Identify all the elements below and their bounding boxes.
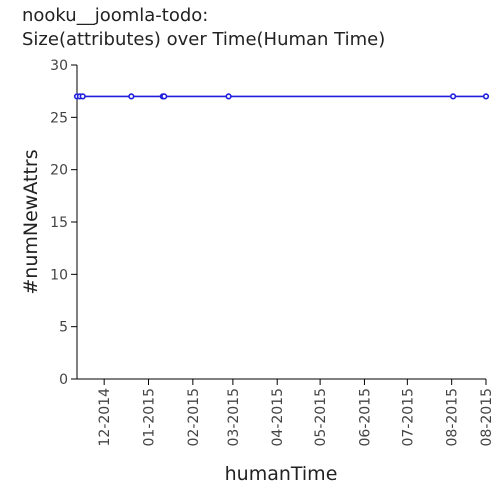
- y-tick-label: 20: [50, 163, 68, 179]
- y-axis: 0 5 10 15 20 25 30: [50, 58, 78, 388]
- y-tick-label: 30: [50, 58, 68, 74]
- chart-title: nooku__joomla-todo: Size(attributes) ove…: [22, 4, 385, 52]
- data-point: [225, 93, 232, 100]
- data-point: [128, 93, 135, 100]
- x-tick-label: 08-2015: [479, 388, 495, 447]
- x-tick-label: 01-2015: [142, 388, 158, 447]
- x-axis: 12-2014 01-2015 02-2015 03-2015 04-2015 05-20…: [77, 378, 495, 447]
- y-tick-label: 25: [50, 110, 68, 126]
- x-tick-label: 12-2014: [97, 388, 113, 447]
- chart-title-line-2: Size(attributes) over Time(Human Time): [22, 29, 386, 50]
- data-point: [482, 93, 490, 100]
- y-tick-label: 15: [50, 215, 68, 231]
- x-tick-label: 06-2015: [357, 388, 373, 447]
- y-axis-label: #numNewAttrs: [20, 149, 42, 294]
- x-tick-label: 04-2015: [270, 388, 286, 447]
- y-tick-label: 10: [50, 267, 68, 283]
- x-tick-label: 03-2015: [226, 388, 242, 447]
- x-tick-label: 05-2015: [313, 388, 329, 447]
- x-tick-label: 08-2015: [445, 388, 461, 447]
- data-point: [161, 93, 168, 100]
- chart-title-line-1: nooku__joomla-todo:: [22, 5, 209, 26]
- data-point: [79, 93, 86, 100]
- y-tick-label: 0: [59, 372, 68, 388]
- y-tick-label: 5: [59, 320, 68, 336]
- x-axis-label: humanTime: [225, 463, 338, 485]
- x-tick-label: 02-2015: [186, 388, 202, 447]
- x-tick-label: 07-2015: [400, 388, 416, 447]
- data-point: [450, 93, 457, 100]
- series-layer: [73, 93, 490, 100]
